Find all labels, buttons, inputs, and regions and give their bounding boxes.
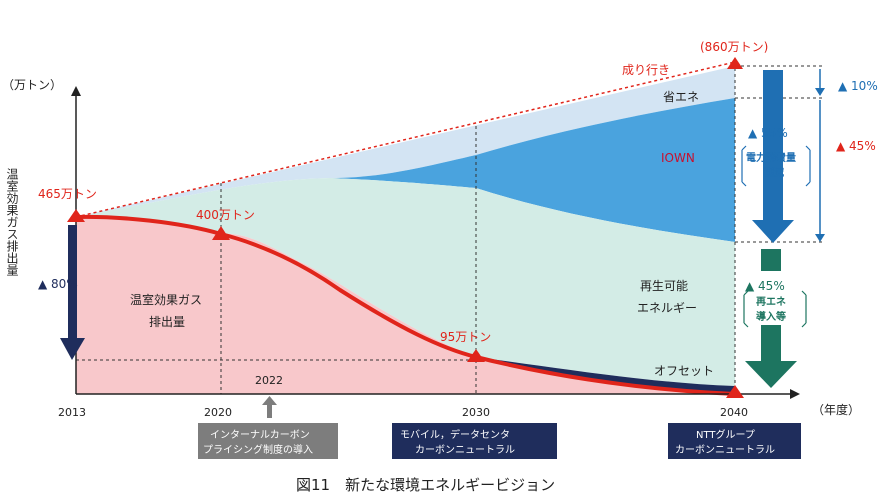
power-text-2: 削減	[764, 166, 784, 179]
arrow-55-shaft	[763, 70, 783, 222]
callout-gray-1: インターナルカーボン	[210, 429, 310, 441]
arrow-45g-shaft	[761, 325, 781, 363]
arrow-45g-top	[761, 249, 781, 271]
gray-arrow-head	[262, 396, 277, 405]
callout-right-box	[668, 423, 801, 459]
label-95: 95万トン	[440, 330, 491, 344]
region-saving: 省エネ	[663, 90, 699, 104]
y-axis-label-text: 温室効果ガス排出量	[5, 168, 19, 276]
label-465: 465万トン	[38, 187, 97, 201]
pct-55: ▲ 55%	[748, 126, 788, 140]
marker-2040-top	[727, 57, 743, 69]
power-text-1: 電力消費量	[746, 151, 796, 164]
arrow-45r-head	[815, 234, 825, 242]
x-tick-2030: 2030	[462, 406, 490, 419]
emission-region	[76, 216, 735, 394]
callout-gray-2: プライシング制度の導入	[203, 443, 313, 456]
marker-2030	[467, 349, 485, 362]
region-offset: オフセット	[654, 364, 714, 378]
callout-mid-1: モバイル，データセンタ	[400, 428, 510, 441]
marker-2040	[726, 385, 744, 398]
x-tick-2040: 2040	[720, 406, 748, 419]
left-arrow-head	[60, 338, 85, 360]
region-emission-1: 温室効果ガス	[130, 292, 202, 307]
pct-45-red: ▲ 45%	[836, 139, 876, 153]
marker-2020	[212, 226, 230, 240]
offset-region	[476, 357, 735, 394]
x-axis-arrow	[790, 389, 800, 399]
region-renewable-2: エネルギー	[637, 301, 697, 315]
power-bracket	[741, 145, 811, 187]
renewable-region	[76, 178, 735, 386]
callout-gray-box	[198, 423, 338, 459]
unit-label: （万トン）	[2, 78, 62, 92]
y-axis-label: 温室効果ガス排出量	[5, 168, 19, 276]
emission-curve	[75, 214, 736, 396]
callout-mid-2: カーボンニュートラル	[415, 444, 515, 456]
re-text-2: 導入等	[756, 310, 786, 323]
left-pct-80: ▲ 80%	[38, 277, 78, 291]
marker-2013	[67, 209, 85, 222]
y-axis-arrow	[71, 86, 81, 96]
pct-45-green: ▲ 45%	[745, 279, 785, 293]
pct-10: ▲ 10%	[838, 79, 878, 93]
region-renewable-1: 再生可能	[640, 279, 688, 293]
year-2022: 2022	[255, 374, 283, 387]
x-tick-2013: 2013	[58, 406, 86, 419]
arrow-10-head	[815, 88, 825, 96]
callout-right-2: カーボンニュートラル	[675, 444, 775, 456]
x-tick-2020: 2020	[204, 406, 232, 419]
iown-region	[330, 98, 735, 242]
callout-right-1: NTTグループ	[696, 428, 755, 441]
label-400: 400万トン	[196, 208, 255, 222]
saving-region	[76, 66, 735, 217]
baseline-line	[75, 61, 736, 218]
callout-mid-box	[392, 423, 557, 459]
figure-caption: 図11 新たな環境エネルギービジョン	[296, 476, 555, 494]
label-baseline: 成り行き	[622, 63, 670, 77]
x-axis-label: （年度）	[812, 402, 860, 417]
label-860: (860万トン)	[700, 40, 768, 54]
arrow-55-head	[752, 220, 794, 243]
gray-arrow-shaft	[267, 404, 272, 418]
arrow-45g-head	[745, 361, 797, 388]
re-bracket	[743, 290, 807, 328]
region-emission-2: 排出量	[149, 315, 185, 329]
region-iown: IOWN	[661, 151, 695, 165]
left-arrow-shaft	[68, 225, 77, 340]
re-text-1: 再エネ	[756, 296, 786, 308]
